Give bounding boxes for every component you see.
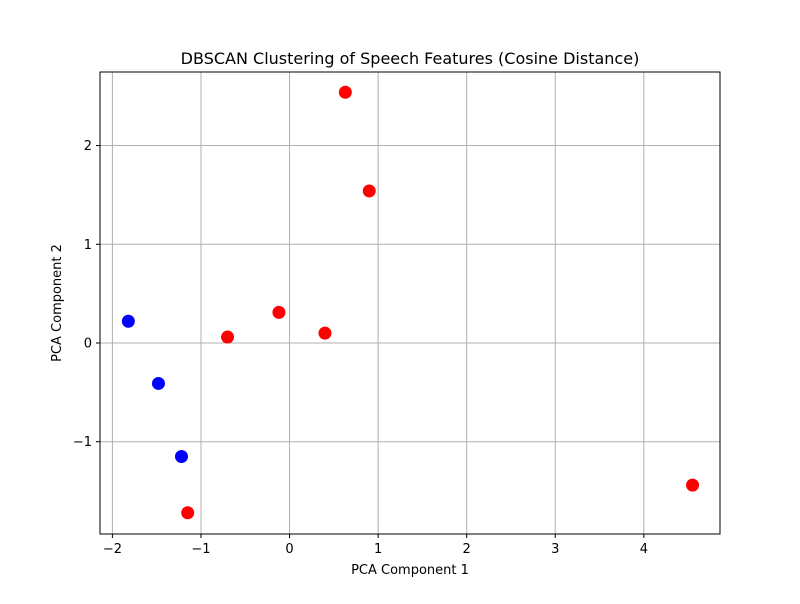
data-point bbox=[362, 184, 376, 198]
chart-title: DBSCAN Clustering of Speech Features (Co… bbox=[181, 49, 640, 68]
y-tick-label: 2 bbox=[84, 139, 92, 154]
x-tick-label: 1 bbox=[374, 542, 382, 557]
x-tick-label: 2 bbox=[463, 542, 471, 557]
y-axis-label: PCA Component 2 bbox=[50, 244, 65, 362]
data-point bbox=[221, 330, 235, 344]
data-point bbox=[272, 305, 286, 319]
data-point bbox=[121, 314, 135, 328]
y-tick-label: −1 bbox=[73, 435, 92, 450]
data-point bbox=[151, 376, 165, 390]
data-point bbox=[174, 450, 188, 464]
y-tick-label: 1 bbox=[84, 238, 92, 253]
axes-frame bbox=[99, 71, 721, 535]
grid-lines bbox=[100, 72, 720, 534]
data-point bbox=[318, 326, 332, 340]
y-tick-label: 0 bbox=[84, 336, 92, 351]
data-points bbox=[121, 85, 700, 520]
axis-ticks: −2 −1 0 1 2 3 4 −1 0 1 2 bbox=[73, 139, 648, 557]
data-point bbox=[338, 85, 352, 99]
data-point bbox=[686, 478, 700, 492]
x-tick-label: 4 bbox=[640, 542, 648, 557]
x-tick-label: 0 bbox=[285, 542, 293, 557]
x-axis-label: PCA Component 1 bbox=[351, 563, 469, 578]
x-tick-label: −2 bbox=[103, 542, 122, 557]
data-point bbox=[181, 506, 195, 520]
x-tick-label: 3 bbox=[551, 542, 559, 557]
x-tick-label: −1 bbox=[191, 542, 210, 557]
